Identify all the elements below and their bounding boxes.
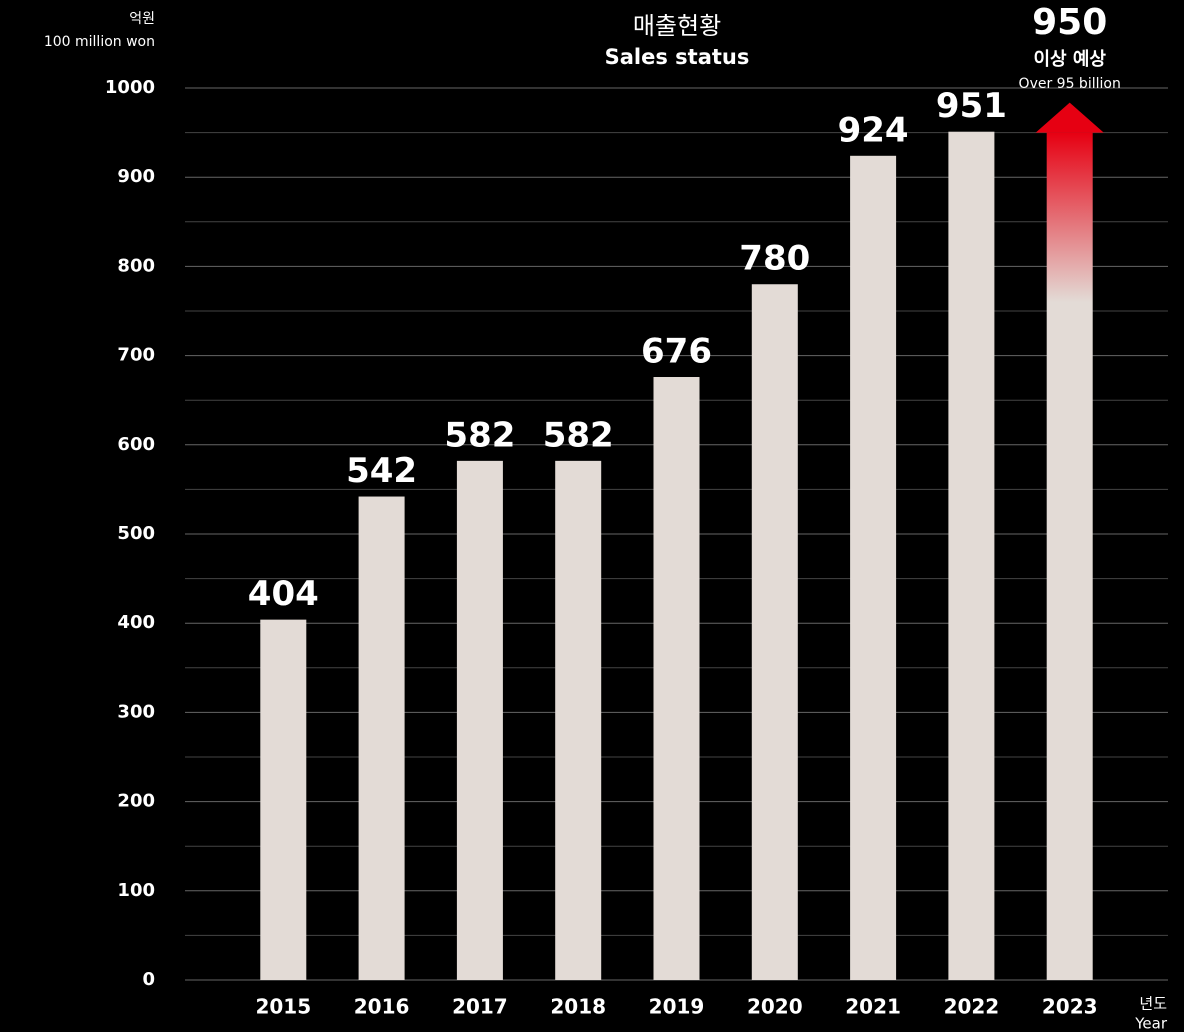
y-tick-label: 900 xyxy=(117,166,155,187)
y-tick-label: 300 xyxy=(117,701,155,722)
x-tick-label: 2018 xyxy=(550,995,606,1019)
x-tick-label: 2015 xyxy=(255,995,311,1019)
x-tick-label: 2020 xyxy=(747,995,803,1019)
annotation: Over 95 billion xyxy=(1019,76,1121,92)
x-tick-label: 2016 xyxy=(354,995,410,1019)
bar xyxy=(948,131,995,980)
bar xyxy=(358,496,405,980)
y-tick-label: 700 xyxy=(117,345,155,366)
value-label: 950 xyxy=(1032,2,1107,43)
chart-title: 매출현황 xyxy=(633,12,721,40)
value-label: 404 xyxy=(248,574,319,614)
x-tick-label: 2019 xyxy=(649,995,705,1019)
y-tick-label: 800 xyxy=(117,255,155,276)
y-tick-label: 100 xyxy=(117,880,155,901)
forecast-arrowhead xyxy=(1035,102,1104,133)
y-tick-label: 500 xyxy=(117,523,155,544)
y-tick-label: 1000 xyxy=(105,77,155,98)
value-label: 582 xyxy=(444,415,515,455)
bar xyxy=(456,460,503,981)
value-label: 951 xyxy=(936,86,1007,126)
value-label: 582 xyxy=(543,415,614,455)
bar xyxy=(850,155,897,981)
value-label: 924 xyxy=(838,110,909,150)
y-tick-label: 400 xyxy=(117,612,155,633)
chart-subtitle: Sales status xyxy=(605,45,750,69)
y-tick-label: 200 xyxy=(117,791,155,812)
y-axis-label: 100 million won xyxy=(44,34,155,50)
bar xyxy=(555,460,602,981)
x-axis-label: Year xyxy=(1134,1015,1168,1032)
y-tick-label: 600 xyxy=(117,434,155,455)
value-label: 542 xyxy=(346,451,417,491)
x-tick-label: 2022 xyxy=(944,995,1000,1019)
forecast-bar xyxy=(1046,132,1093,981)
bar xyxy=(653,377,700,980)
bar xyxy=(751,284,798,980)
x-tick-label: 2023 xyxy=(1042,995,1098,1019)
value-label: 780 xyxy=(739,239,810,279)
x-tick-label: 2017 xyxy=(452,995,508,1019)
bar xyxy=(260,619,307,980)
y-axis-label: 억원 xyxy=(129,11,155,27)
value-label: 676 xyxy=(641,332,712,372)
annotation: 이상 예상 xyxy=(1033,49,1106,70)
x-tick-label: 2021 xyxy=(845,995,901,1019)
x-axis-label: 년도 xyxy=(1139,995,1167,1013)
y-tick-label: 0 xyxy=(142,969,155,990)
